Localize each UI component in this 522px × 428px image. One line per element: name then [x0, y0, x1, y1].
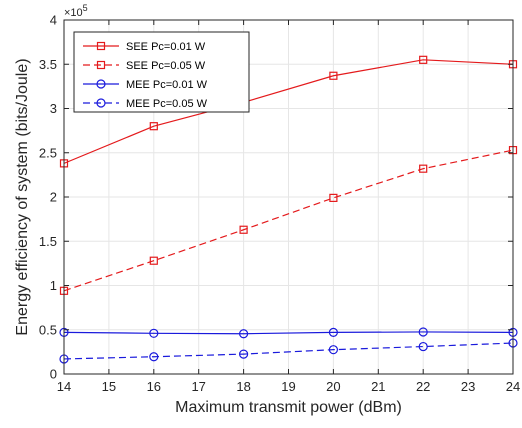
- data-point: [149, 256, 158, 265]
- y-tick-label: 1: [50, 278, 57, 293]
- data-point: [418, 327, 428, 337]
- legend-box: [73, 31, 250, 113]
- y-tick-label: 3.5: [39, 57, 57, 72]
- axis-ticks: 14 15 16 17 18 19 20 21 22 23 24 0 0.5 1 1.5 2 2.5 3 3.5 4: [39, 13, 520, 395]
- data-point: [329, 71, 338, 80]
- y-tick-label: 0: [50, 367, 57, 382]
- y-tick-label: 2: [50, 190, 57, 205]
- legend-label: MEE Pc=0.05 W: [126, 98, 208, 110]
- data-point: [419, 55, 428, 64]
- x-tick-label: 16: [147, 379, 161, 394]
- series-line: [63, 331, 514, 335]
- x-axis-label: Maximum transmit power (dBm): [175, 399, 402, 416]
- y-tick-label: 0.5: [39, 322, 57, 337]
- legend-marker: [96, 98, 106, 108]
- y-tick-label: 1.5: [39, 234, 57, 249]
- legend-label: SEE Pc=0.05 W: [126, 60, 206, 72]
- y-axis-label: Energy efficiency of system (bits/Joule): [14, 58, 31, 335]
- series-group: [59, 55, 518, 168]
- data-point: [329, 193, 338, 202]
- x-tick-label: 17: [191, 379, 205, 394]
- series-layer: [59, 55, 518, 364]
- legend-marker: [96, 60, 106, 70]
- x-tick-label: 19: [281, 379, 295, 394]
- x-tick-label: 22: [416, 379, 430, 394]
- legend-label: MEE Pc=0.01 W: [126, 79, 208, 91]
- series-line: [63, 342, 514, 360]
- data-point: [419, 164, 428, 173]
- data-point: [239, 225, 248, 234]
- legend-label: SEE Pc=0.01 W: [126, 41, 206, 53]
- y-tick-label: 2.5: [39, 145, 57, 160]
- data-point: [149, 122, 158, 131]
- y-exponent-power: 5: [83, 3, 88, 13]
- legend-marker: [96, 79, 106, 89]
- data-point: [328, 327, 338, 338]
- x-tick-label: 21: [371, 379, 385, 394]
- data-point: [149, 328, 159, 338]
- legend-marker: [96, 41, 106, 51]
- x-tick-label: 23: [461, 379, 475, 394]
- data-point: [239, 329, 249, 339]
- series-line: [63, 149, 514, 292]
- data-point: [239, 349, 249, 359]
- x-tick-label: 24: [506, 379, 520, 394]
- legend: SEE Pc=0.01 W SEE Pc=0.05 W MEE Pc=0.01 W M…: [73, 31, 250, 113]
- y-tick-label: 3: [50, 101, 57, 116]
- data-point: [328, 345, 338, 355]
- data-point: [149, 352, 159, 362]
- y-tick-label: 4: [50, 13, 57, 28]
- y-exponent-label: ×105: [64, 3, 88, 19]
- x-tick-label: 14: [57, 379, 71, 394]
- x-tick-label: 18: [236, 379, 250, 394]
- x-tick-label: 15: [102, 379, 116, 394]
- series-line: [63, 59, 514, 164]
- x-tick-label: 20: [326, 379, 340, 394]
- data-point: [418, 341, 428, 352]
